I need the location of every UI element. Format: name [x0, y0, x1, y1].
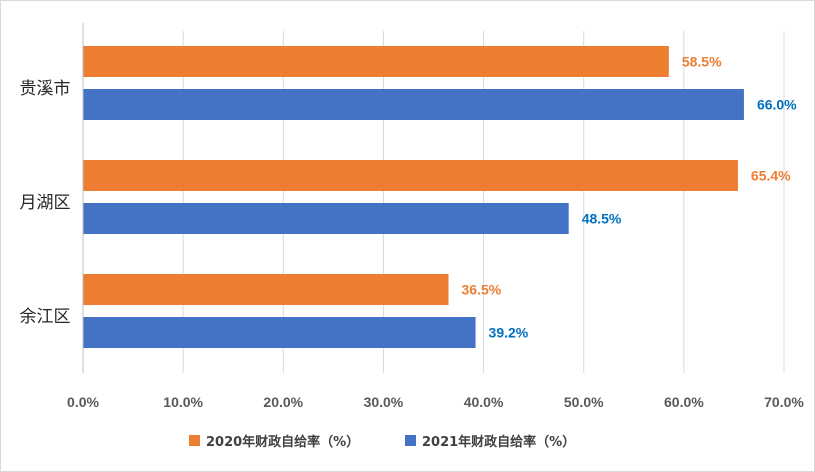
legend-swatch — [189, 435, 200, 446]
category-label: 月湖区 — [20, 193, 71, 213]
legend-label: 2020年财政自给率（%） — [206, 434, 359, 450]
x-tick-label: 30.0% — [364, 394, 404, 410]
x-tick-label: 0.0% — [67, 394, 99, 410]
data-label: 48.5% — [582, 211, 622, 227]
data-label: 66.0% — [757, 97, 797, 113]
x-tick-label: 50.0% — [564, 394, 604, 410]
bar — [83, 160, 738, 191]
bar — [83, 203, 569, 234]
category-label: 余江区 — [20, 307, 71, 327]
bar — [83, 46, 669, 77]
x-tick-label: 60.0% — [664, 394, 704, 410]
x-tick-label: 10.0% — [163, 394, 203, 410]
bar — [83, 274, 449, 305]
data-label: 58.5% — [682, 54, 722, 70]
category-label: 贵溪市 — [20, 79, 71, 99]
bar — [83, 89, 744, 120]
legend-label: 2021年财政自给率（%） — [422, 434, 575, 450]
data-label: 39.2% — [489, 325, 529, 341]
bar — [83, 317, 476, 348]
x-tick-label: 20.0% — [263, 394, 303, 410]
data-label: 65.4% — [751, 168, 791, 184]
data-label: 36.5% — [462, 282, 502, 298]
x-tick-label: 70.0% — [764, 394, 804, 410]
legend-swatch — [405, 435, 416, 446]
x-tick-label: 40.0% — [464, 394, 504, 410]
